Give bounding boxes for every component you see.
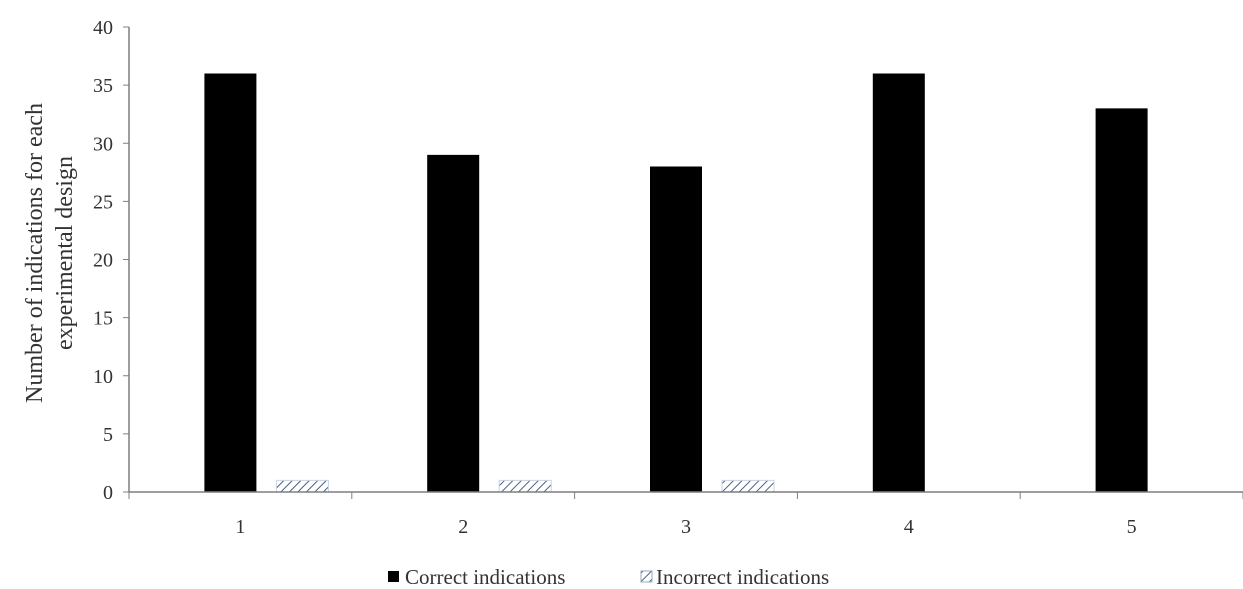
legend-swatch [388, 571, 399, 582]
bar-correct-1 [204, 73, 257, 492]
legend-item-incorrect: Incorrect indications [640, 565, 829, 589]
y-tick-label: 35 [93, 75, 113, 97]
legend: Correct indications Incorrect indications [388, 565, 829, 589]
y-axis-ticks: 0 5 10 15 20 25 30 35 40 [93, 17, 129, 504]
x-tick-label: 2 [458, 516, 468, 538]
bar-correct-3 [650, 166, 702, 492]
bar-incorrect-2 [498, 479, 552, 493]
y-tick-label: 10 [93, 366, 113, 388]
y-tick-label: 30 [93, 133, 113, 155]
y-axis-title-line-2: experimental design [52, 156, 78, 350]
legend-item-correct: Correct indications [388, 565, 565, 589]
bars [204, 73, 1148, 493]
x-axis-ticks: 1 2 3 4 5 [128, 492, 1243, 538]
y-tick-label: 5 [103, 424, 113, 446]
x-tick-label: 5 [1127, 516, 1137, 538]
bar-correct-4 [872, 73, 925, 492]
legend-label: Correct indications [405, 565, 565, 589]
x-tick-label: 4 [904, 516, 914, 538]
y-tick-label: 25 [93, 191, 113, 213]
legend-label: Incorrect indications [656, 565, 829, 589]
x-tick-label: 3 [681, 516, 691, 538]
legend-swatch [640, 570, 653, 583]
bar-correct-5 [1095, 108, 1148, 492]
y-tick-label: 20 [93, 250, 113, 272]
y-tick-label: 15 [93, 308, 113, 330]
x-tick-label: 1 [235, 516, 245, 538]
bar-correct-2 [427, 154, 480, 492]
bar-incorrect-3 [721, 479, 775, 493]
y-tick-label: 40 [93, 17, 113, 39]
bar-incorrect-1 [275, 479, 329, 493]
axes [128, 27, 1243, 493]
y-axis-title-line-1: Number of indications for each [22, 103, 48, 403]
y-tick-label: 0 [103, 482, 113, 504]
y-axis-title: Number of indications for each experimen… [22, 103, 78, 403]
